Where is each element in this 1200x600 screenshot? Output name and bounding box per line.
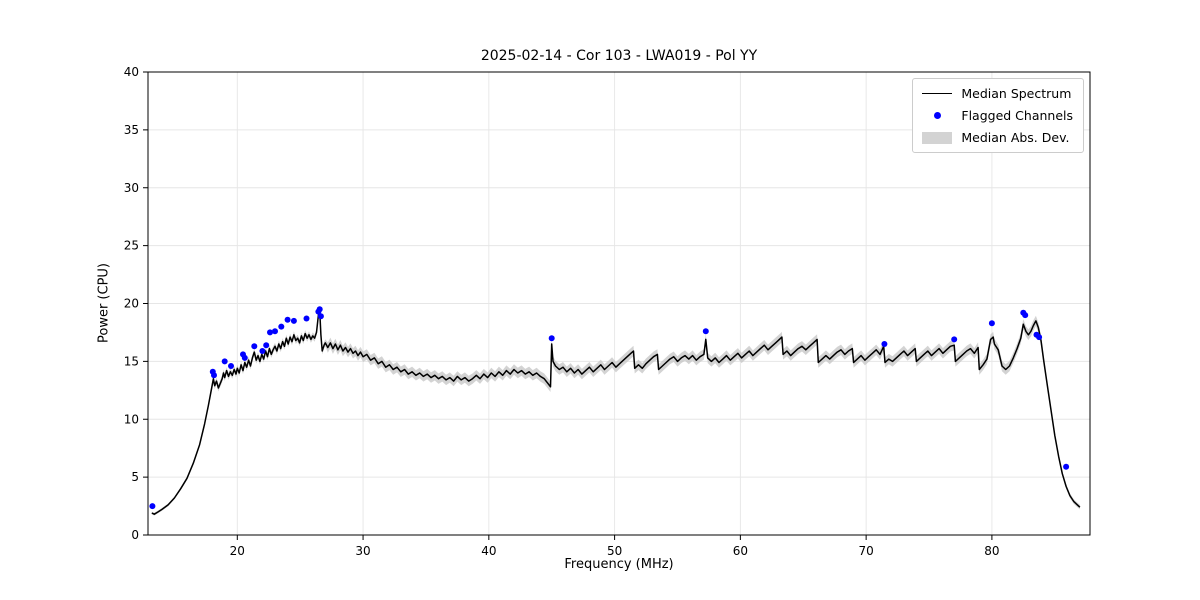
- flagged-channel-point: [548, 335, 555, 342]
- flagged-channel-point: [1036, 334, 1043, 341]
- x-tick-label: 80: [984, 544, 999, 558]
- flagged-channel-point: [272, 328, 278, 335]
- y-tick-label: 10: [124, 412, 139, 426]
- y-tick-label: 35: [124, 123, 139, 137]
- y-tick-label: 25: [124, 239, 139, 253]
- y-tick-label: 0: [131, 528, 139, 542]
- flagged-channel-point: [259, 348, 266, 354]
- flagged-channel-point: [278, 323, 285, 330]
- y-axis-label: Power (CPU): [96, 262, 112, 344]
- mad-band-patch-swatch: [922, 131, 953, 144]
- x-tick-label: 70: [858, 544, 873, 558]
- flagged-channel-point: [881, 341, 888, 347]
- legend-label: Flagged Channels: [961, 108, 1073, 123]
- flagged-channel-point: [211, 372, 217, 379]
- y-tick-label: 15: [124, 354, 139, 368]
- y-tick-label: 40: [124, 65, 139, 79]
- flagged-channel-point: [267, 329, 273, 336]
- flagged-channel-point: [241, 354, 248, 361]
- legend-label: Median Spectrum: [961, 86, 1072, 101]
- x-tick-label: 20: [230, 544, 245, 558]
- flagged-channel-point: [284, 316, 291, 323]
- median-spectrum-line-swatch: [922, 93, 953, 94]
- flagged-channel-point: [316, 306, 323, 313]
- median-spectrum-line: [151, 309, 1081, 515]
- flagged-channel-point: [1022, 312, 1029, 319]
- flagged-channel-point: [221, 358, 228, 365]
- legend: Median Spectrum Flagged Channels Median …: [912, 78, 1084, 153]
- flagged-channel-point: [1063, 463, 1070, 470]
- flagged-channel-point: [951, 336, 958, 343]
- flagged-channel-point: [303, 315, 310, 322]
- chart-title: 2025-02-14 - Cor 103 - LWA019 - Pol YY: [480, 48, 758, 64]
- mad-band: [151, 307, 1080, 516]
- flagged-channel-point: [317, 313, 324, 320]
- y-tick-label: 20: [124, 297, 139, 311]
- flagged-channel-point: [988, 320, 995, 327]
- x-tick-label: 50: [607, 544, 622, 558]
- y-tick-label: 30: [124, 181, 139, 195]
- flagged-channel-point: [228, 363, 234, 369]
- legend-item-median-spectrum: Median Spectrum: [922, 86, 1073, 101]
- flagged-channel-point: [149, 503, 156, 510]
- flagged-channel-point: [290, 317, 297, 324]
- legend-label: Median Abs. Dev.: [961, 130, 1070, 145]
- flagged-channel-point: [263, 342, 270, 349]
- legend-item-median-abs-dev: Median Abs. Dev.: [922, 130, 1073, 145]
- legend-item-flagged-channels: Flagged Channels: [922, 108, 1073, 123]
- x-axis-label: Frequency (MHz): [564, 557, 674, 572]
- x-tick-label: 60: [733, 544, 748, 558]
- flagged-channel-point: [702, 328, 709, 335]
- flagged-channel-point: [251, 343, 258, 350]
- y-tick-label: 5: [131, 470, 139, 484]
- x-tick-label: 30: [355, 544, 370, 558]
- flagged-channel-dot-swatch: [922, 112, 952, 119]
- x-tick-label: 40: [481, 544, 496, 558]
